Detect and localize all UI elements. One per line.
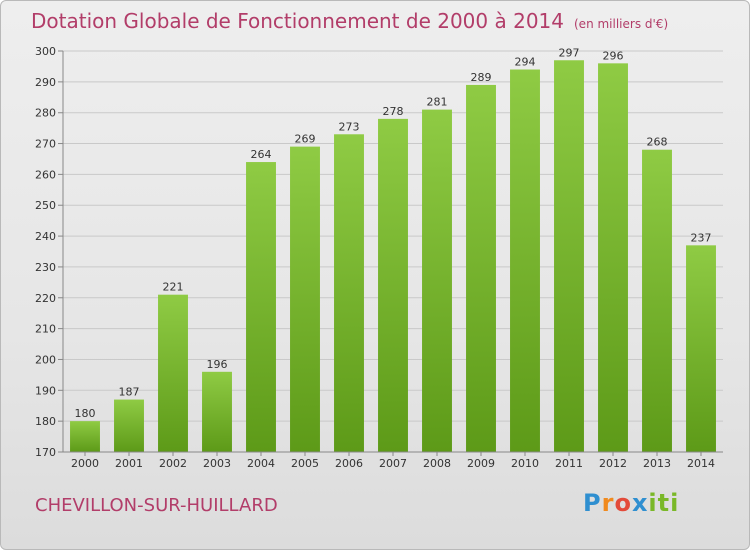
x-tick-label: 2007 — [379, 457, 407, 470]
bar-value-label: 187 — [119, 386, 140, 399]
y-tick-label: 230 — [35, 261, 56, 274]
y-tick-label: 200 — [35, 353, 56, 366]
y-tick-label: 190 — [35, 384, 56, 397]
x-tick-label: 2006 — [335, 457, 363, 470]
x-tick-label: 2002 — [159, 457, 187, 470]
bar — [466, 84, 496, 452]
y-tick-label: 270 — [35, 138, 56, 151]
logo-letter: o — [614, 489, 632, 517]
logo-letter: P — [583, 489, 602, 517]
logo-letter: ti — [657, 489, 680, 517]
y-tick-label: 290 — [35, 76, 56, 89]
bar — [70, 421, 100, 452]
y-tick-label: 240 — [35, 230, 56, 243]
y-tick-label: 170 — [35, 446, 56, 459]
y-tick-label: 300 — [35, 45, 56, 58]
bar — [554, 60, 584, 452]
x-tick-label: 2011 — [555, 457, 583, 470]
chart-title-text: Dotation Globale de Fonctionnement de 20… — [31, 9, 564, 33]
bar — [598, 63, 628, 452]
bar-value-label: 294 — [515, 56, 536, 69]
x-tick-label: 2014 — [687, 457, 715, 470]
bar — [114, 399, 144, 452]
bar-value-label: 268 — [647, 136, 668, 149]
city-name: CHEVILLON-SUR-HUILLARD — [35, 495, 278, 516]
bar — [246, 162, 276, 453]
bar — [290, 146, 320, 452]
x-tick-label: 2000 — [71, 457, 99, 470]
x-tick-label: 2004 — [247, 457, 275, 470]
bar-value-label: 180 — [75, 407, 96, 420]
bar — [422, 109, 452, 452]
proxiti-logo: Proxiti — [583, 489, 679, 517]
bar — [202, 371, 232, 452]
logo-letter: i — [648, 489, 658, 517]
bar — [510, 69, 540, 452]
x-tick-label: 2008 — [423, 457, 451, 470]
bar-value-label: 296 — [603, 49, 624, 62]
bar — [334, 134, 364, 453]
logo-letter: r — [601, 489, 615, 517]
bar-value-label: 269 — [295, 133, 316, 146]
bar — [686, 245, 716, 452]
bar — [158, 294, 188, 452]
bar-value-label: 196 — [207, 358, 228, 371]
y-tick-label: 210 — [35, 323, 56, 336]
x-tick-label: 2001 — [115, 457, 143, 470]
bar-value-label: 278 — [383, 105, 404, 118]
bar-value-label: 281 — [427, 96, 448, 109]
x-tick-label: 2009 — [467, 457, 495, 470]
y-tick-label: 250 — [35, 199, 56, 212]
x-tick-label: 2003 — [203, 457, 231, 470]
y-tick-label: 260 — [35, 168, 56, 181]
bar — [642, 149, 672, 452]
bar-value-label: 264 — [251, 148, 272, 161]
chart-title: Dotation Globale de Fonctionnement de 20… — [31, 9, 668, 33]
bar-value-label: 273 — [339, 120, 360, 133]
x-tick-label: 2005 — [291, 457, 319, 470]
y-tick-label: 220 — [35, 292, 56, 305]
chart-subtitle: (en milliers d'€) — [574, 17, 669, 31]
bar-value-label: 221 — [163, 281, 184, 294]
y-tick-label: 180 — [35, 415, 56, 428]
bar-value-label: 289 — [471, 71, 492, 84]
x-tick-label: 2012 — [599, 457, 627, 470]
logo-letter: x — [631, 489, 649, 517]
bar — [378, 118, 408, 452]
x-tick-label: 2010 — [511, 457, 539, 470]
bar-value-label: 297 — [559, 46, 580, 59]
bar-value-label: 237 — [691, 231, 712, 244]
y-tick-label: 280 — [35, 107, 56, 120]
x-tick-label: 2013 — [643, 457, 671, 470]
